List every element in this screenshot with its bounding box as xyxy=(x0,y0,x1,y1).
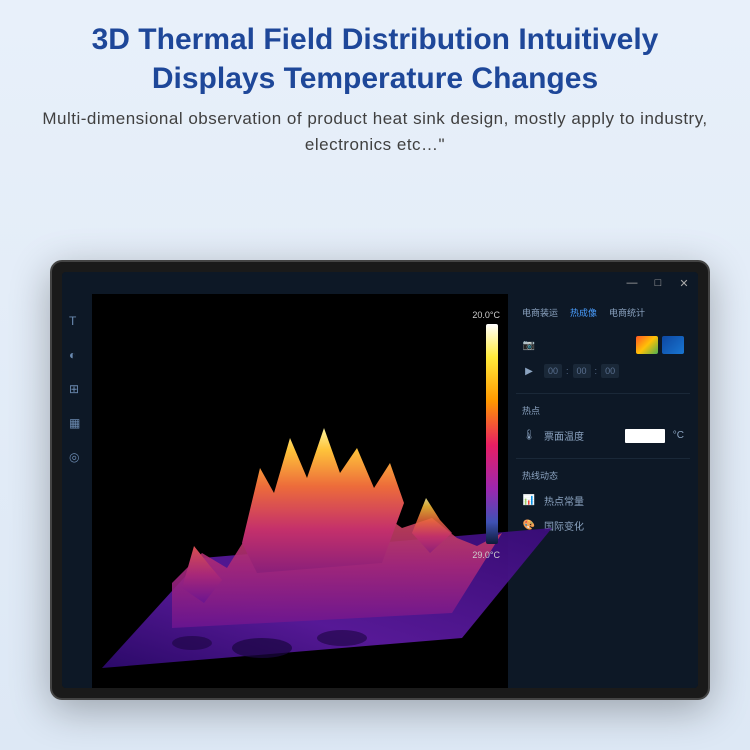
thermal-scale-high: 20.0°C xyxy=(472,310,500,320)
palette-icon: 🎨 xyxy=(522,519,536,533)
record-time: 00: 00: 00 xyxy=(544,364,619,378)
intl-change-label: 国际变化 xyxy=(544,518,584,533)
page-title: 3D Thermal Field Distribution Intuitivel… xyxy=(40,20,710,98)
grid-tool-icon[interactable]: ⊞ xyxy=(69,382,85,398)
hotspot-constant-label: 热点常量 xyxy=(544,493,584,508)
text-tool-icon[interactable]: T xyxy=(69,314,85,330)
chart-icon: 📊 xyxy=(522,494,536,508)
thermometer-icon: 🌡 xyxy=(522,429,536,443)
panel-tab-3[interactable]: 电商统计 xyxy=(609,306,645,319)
surface-temp-label: 票面温度 xyxy=(544,428,584,443)
maximize-button[interactable]: □ xyxy=(650,275,666,291)
camera-icon[interactable]: 📷 xyxy=(522,338,536,352)
right-panel: 电商装运 热成像 电商统计 📷 ▶ 00: 00: 00 xyxy=(508,294,698,688)
table-tool-icon[interactable]: ▦ xyxy=(69,416,85,432)
close-button[interactable]: ✕ xyxy=(676,275,692,291)
laptop-frame: — □ ✕ T ◐ ⊞ ▦ ◎ xyxy=(50,260,710,700)
left-toolbar: T ◐ ⊞ ▦ ◎ xyxy=(62,294,92,688)
thermal-scale-low: 29.0°C xyxy=(472,550,500,560)
window-titlebar: — □ ✕ xyxy=(62,272,698,294)
palette-thermal-swatch[interactable] xyxy=(636,336,658,354)
thermal-color-scale xyxy=(486,324,498,544)
thermal-viewport[interactable]: 20.0°C 29.0°C xyxy=(92,294,508,688)
target-tool-icon[interactable]: ◎ xyxy=(69,450,85,466)
temp-input[interactable] xyxy=(625,429,665,443)
panel-tab-1[interactable]: 电商装运 xyxy=(522,306,558,319)
contrast-tool-icon[interactable]: ◐ xyxy=(69,348,85,364)
app-screen: — □ ✕ T ◐ ⊞ ▦ ◎ xyxy=(62,272,698,688)
panel-tabs: 电商装运 热成像 电商统计 xyxy=(516,302,690,323)
panel-tab-2[interactable]: 热成像 xyxy=(570,306,597,319)
section-hotspot-title: 热点 xyxy=(516,402,690,419)
section-dynamics-title: 热线动态 xyxy=(516,467,690,484)
temp-unit: °C xyxy=(673,430,684,441)
palette-blue-swatch[interactable] xyxy=(662,336,684,354)
record-icon[interactable]: ▶ xyxy=(522,364,536,378)
page-subtitle: Multi-dimensional observation of product… xyxy=(40,106,710,157)
minimize-button[interactable]: — xyxy=(624,275,640,291)
